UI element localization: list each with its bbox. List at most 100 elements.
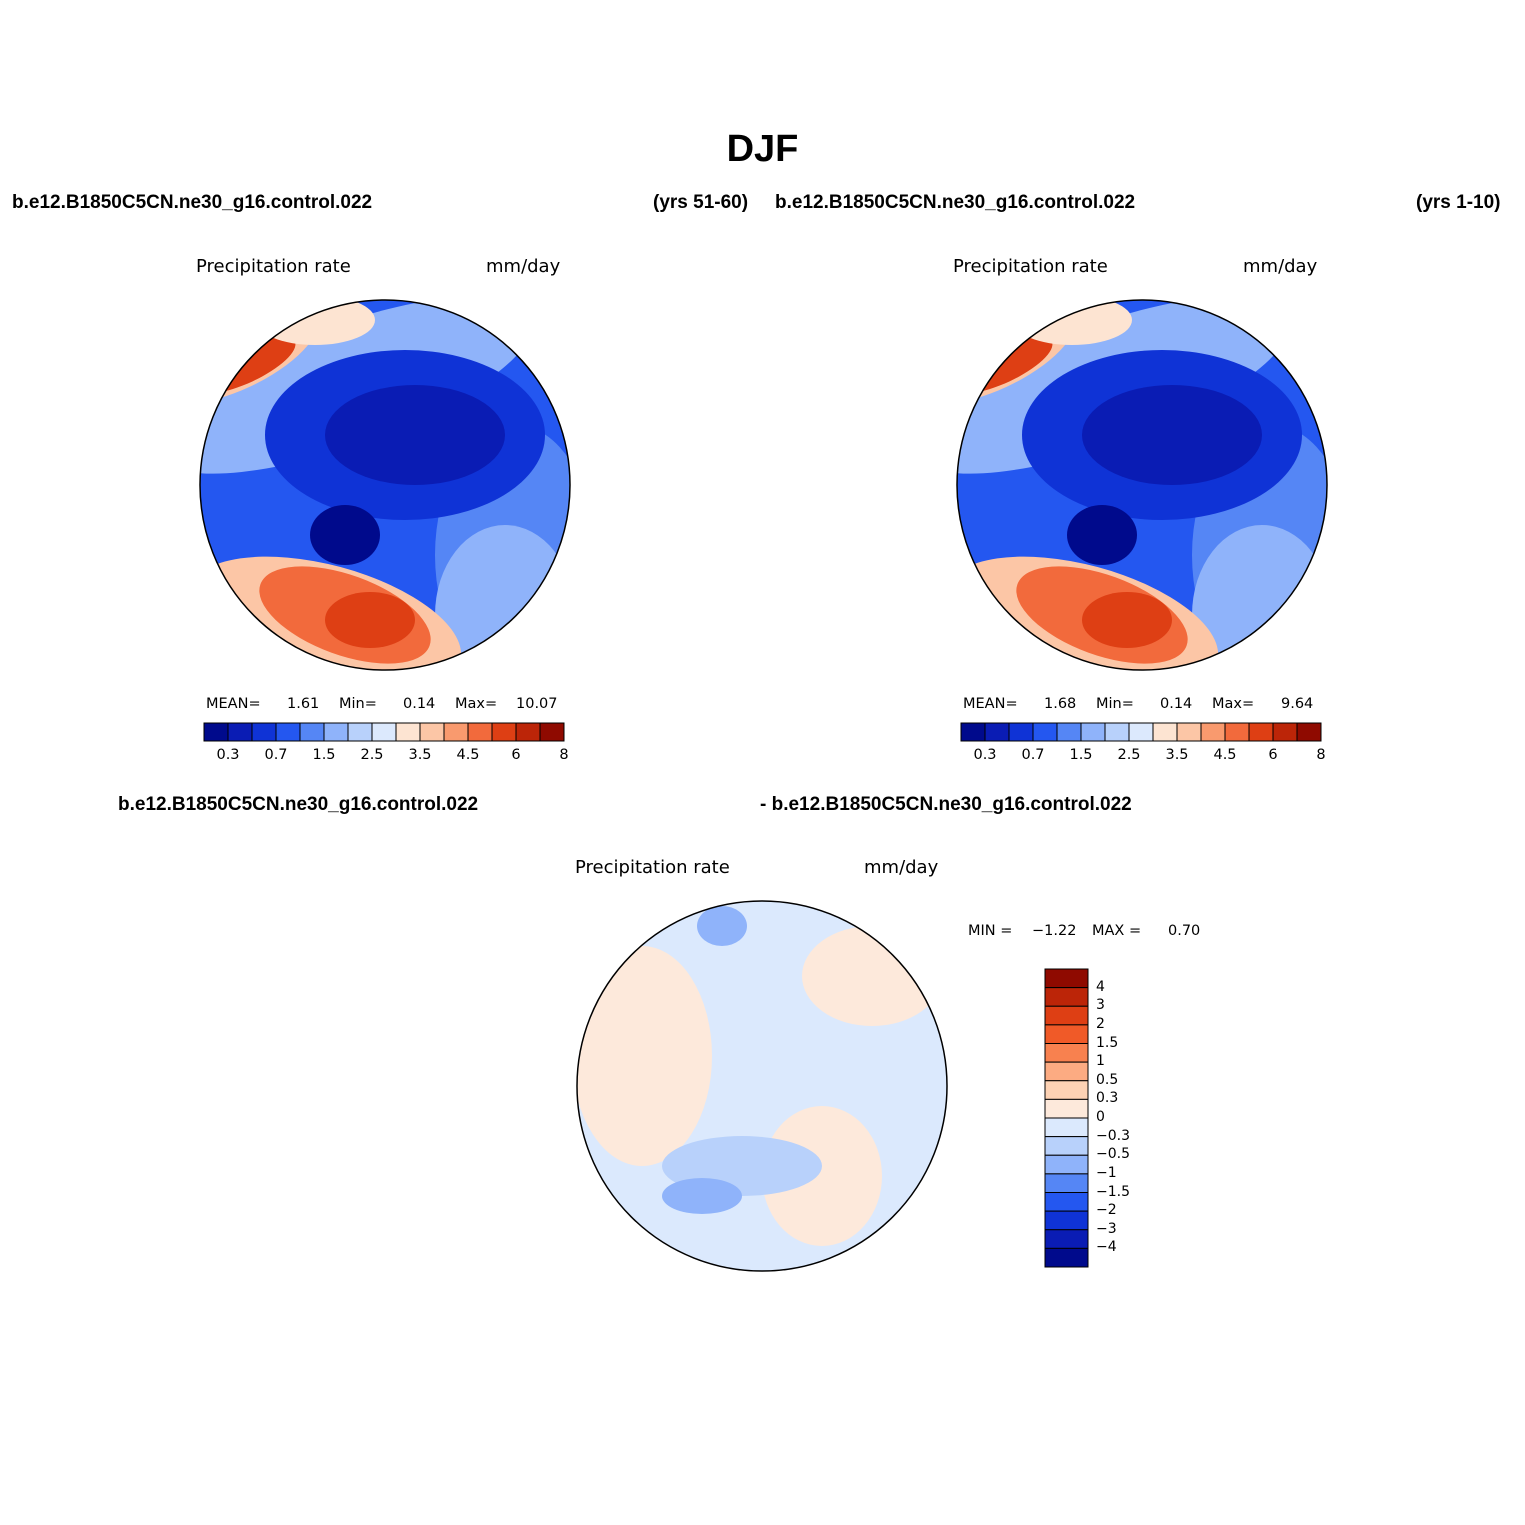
panel3-colorbar-box [1044,1210,1089,1231]
panel2-colorbar-box [1080,722,1106,742]
panel1-colorbar-tick-label: 4.5 [456,747,480,763]
panel3-colorbar-box [1044,1229,1089,1249]
panel3-colorbar-box [1044,1136,1089,1156]
panel1-min-label: Min= [339,696,377,712]
panel3-colorbar-tick-label: 0 [1096,1109,1105,1125]
panel3-colorbar-tick-label: −0.5 [1096,1146,1130,1163]
panel2-variable: Precipitation rate [953,256,1108,277]
panel1-colorbar-tick-label: 2.5 [360,747,384,763]
map-3-border [576,900,948,1272]
panel3-colorbar-tick-label: 1 [1096,1053,1105,1070]
map-1-field [200,300,570,670]
panel1-units: mm/day [486,256,561,277]
panel2-colorbar-box [1104,722,1130,742]
map-3-field [577,901,947,1271]
panel1-max-label: Max= [455,696,498,712]
panel2-colorbar-box [1032,722,1058,742]
panel3-colorbar-tick-label: −1.5 [1096,1183,1130,1200]
panel1-colorbar-box [299,722,325,742]
panel1-colorbar-box [467,722,493,742]
panel2-colorbar-box [1272,722,1298,742]
map-2-border [956,299,1328,671]
panel1-case-name: b.e12.B1850C5CN.ne30_g16.control.022 [12,192,373,213]
panel1-colorbar-box [419,722,445,742]
panel1-colorbar-box [539,722,565,742]
panel2-years: (yrs 1-10) [1416,192,1501,213]
panel1-colorbar-box [371,722,397,742]
panel2-colorbar-box [960,722,986,742]
panel3-variable: Precipitation rate [575,857,730,878]
map-2-field [957,300,1327,670]
panel2-case-name: b.e12.B1850C5CN.ne30_g16.control.022 [775,192,1136,213]
panel1-colorbar-box [227,722,253,742]
panel1-colorbar-box [395,722,421,742]
panel1-colorbar-box [347,722,373,742]
panel3-colorbar-tick-label: 1.5 [1096,1034,1119,1051]
panel3-units: mm/day [864,857,939,878]
panel1-colorbar-box [515,722,541,742]
panel2-colorbar-tick-label: 2.5 [1117,747,1141,763]
panel3-colorbar-box [1044,1117,1089,1138]
panel3-colorbar-box [1044,968,1089,989]
panel3-colorbar-tick-label: −2 [1096,1202,1117,1219]
panel1-colorbar-tick-label: 3.5 [408,747,432,763]
panel3-colorbar-tick-label: −3 [1096,1220,1117,1237]
panel3-colorbar-box [1044,1043,1089,1063]
panel1-colorbar-box [323,722,349,742]
panel3-colorbar-box [1044,1061,1089,1082]
panel2-colorbar-tick-label: 3.5 [1165,747,1189,763]
panel1-colorbar-tick-label: 0.7 [264,747,288,763]
panel1-colorbar-tick-label: 8 [559,747,569,763]
panel2-colorbar-box [1224,722,1250,742]
panel2-colorbar-box [984,722,1010,742]
panel2-max-label: Max= [1212,696,1255,712]
panel3-colorbar-box [1044,1154,1089,1175]
panel1-mean-label: MEAN= [206,696,261,712]
panel1-colorbar-tick-label: 0.3 [216,747,240,763]
panel2-colorbar-tick-label: 8 [1316,747,1326,763]
panel1-mean: 1.61 [287,696,320,712]
panel1-colorbar-tick-label: 1.5 [312,747,336,763]
map-1-border [199,299,571,671]
panel3-colorbar-box [1044,1005,1089,1026]
panel3-colorbar-tick-label: 0.3 [1096,1090,1119,1107]
panel2-colorbar-box [1248,722,1274,742]
panel2-colorbar-box [1056,722,1082,742]
panel3-colorbar-tick-label: 3 [1096,997,1105,1014]
panel1-colorbar-box [275,722,301,742]
panel3-min: −1.22 [1032,923,1077,939]
panel3-colorbar-box [1044,1080,1089,1100]
panel2-mean-label: MEAN= [963,696,1018,712]
panel3-colorbar-box [1044,1173,1089,1193]
panel1-years: (yrs 51-60) [653,192,749,213]
panel1-colorbar-tick-label: 6 [511,747,521,763]
panel3-colorbar-box [1044,1024,1089,1044]
panel3-max: 0.70 [1168,923,1201,939]
panel1-max: 10.07 [516,696,558,712]
panel2-units: mm/day [1243,256,1318,277]
panel1-colorbar-box [251,722,277,742]
panel2-colorbar-tick-label: 0.3 [973,747,997,763]
panel2-colorbar-tick-label: 0.7 [1021,747,1045,763]
panel3-colorbar-tick-label: 0.5 [1096,1071,1119,1088]
panel3-case-left: b.e12.B1850C5CN.ne30_g16.control.022 [118,794,479,815]
panel1-colorbar-box [203,722,229,742]
panel2-colorbar-box [1152,722,1178,742]
panel2-colorbar-box [1200,722,1226,742]
panel3-colorbar-tick-label: 4 [1096,978,1105,995]
panel3-case-right: - b.e12.B1850C5CN.ne30_g16.control.022 [760,794,1132,815]
panel2-colorbar-box [1128,722,1154,742]
panel2-mean: 1.68 [1044,696,1077,712]
panel1-colorbar-box [491,722,517,742]
panel2-colorbar-tick-label: 4.5 [1213,747,1237,763]
panel2-colorbar-tick-label: 1.5 [1069,747,1093,763]
panel3-colorbar-box [1044,987,1089,1007]
panel1-colorbar-box [443,722,469,742]
panel3-colorbar-tick-label: −0.3 [1096,1127,1130,1144]
panel3-colorbar-tick-label: −4 [1096,1239,1117,1256]
panel2-colorbar-box [1296,722,1322,742]
panel2-colorbar-tick-label: 6 [1268,747,1278,763]
panel2-min-label: Min= [1096,696,1134,712]
panel3-colorbar-box [1044,1247,1089,1268]
